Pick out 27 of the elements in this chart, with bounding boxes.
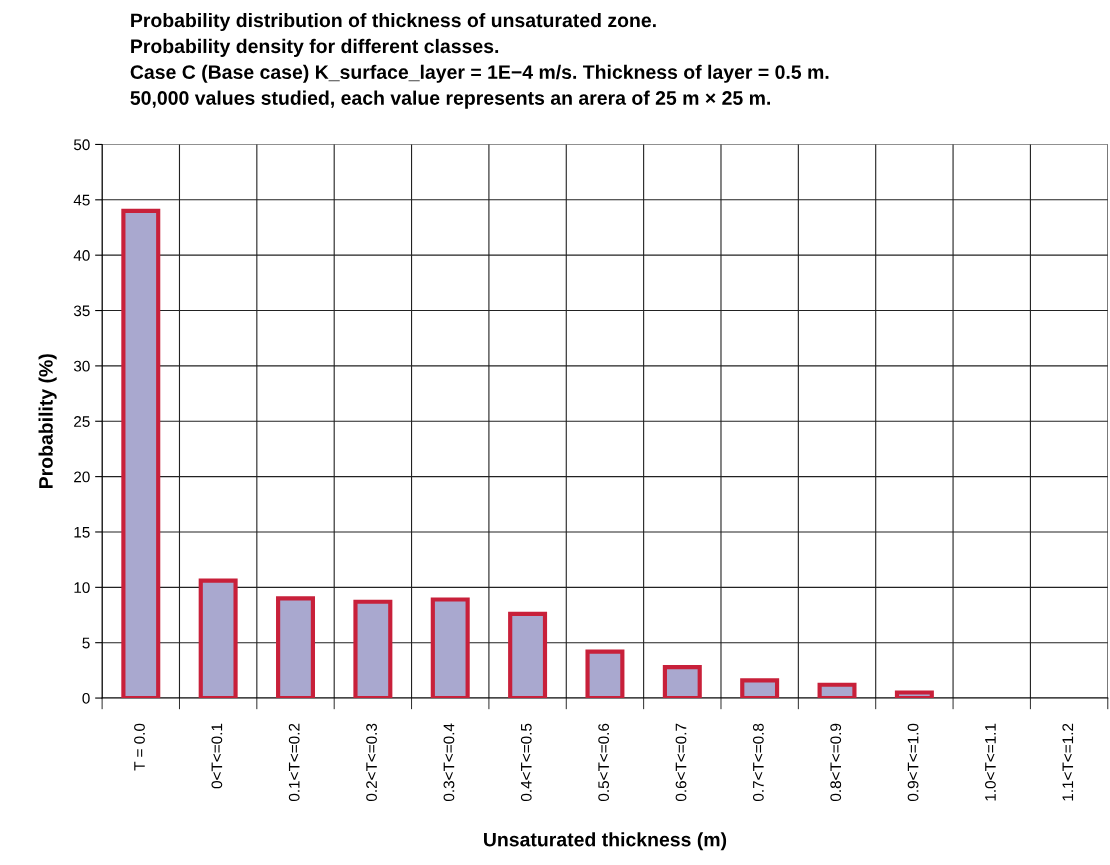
x-tick-label: 0.6<T<=0.7 xyxy=(675,723,687,802)
y-tick-label: 5 xyxy=(82,637,90,649)
x-tick-label: 0.8<T<=0.9 xyxy=(830,723,842,802)
x-axis-title: Unsaturated thickness (m) xyxy=(484,832,727,851)
x-tick-label: 0.9<T<=1.0 xyxy=(907,723,919,802)
y-tick-label: 45 xyxy=(73,194,90,206)
x-tick-label: 1.0<T<=1.1 xyxy=(985,723,996,801)
x-tick-label: 0.1<T<=0.2 xyxy=(288,723,300,802)
x-tick-label: 0.2<T<=0.3 xyxy=(366,723,377,802)
y-tick-label: 35 xyxy=(73,305,90,317)
x-tick-label: 0.3<T<=0.4 xyxy=(443,723,455,802)
x-tick-label: 0.4<T<=0.5 xyxy=(520,723,532,802)
y-tick-label: 10 xyxy=(74,582,90,594)
y-tick-label: 30 xyxy=(73,360,90,372)
y-axis-title: Probability (%) xyxy=(38,354,57,489)
x-tick-label: 0.5<T<=0.6 xyxy=(598,723,610,802)
y-tick-label: 40 xyxy=(73,250,90,261)
y-tick-label: 25 xyxy=(74,416,90,427)
y-tick-label: 0 xyxy=(82,692,90,704)
y-tick-label: 15 xyxy=(74,527,90,538)
x-tick-label: T = 0.0 xyxy=(134,723,145,771)
x-tick-label: 1.1<T<=1.2 xyxy=(1062,723,1074,801)
y-tick-label: 20 xyxy=(74,471,90,483)
y-tick-label: 50 xyxy=(73,139,90,151)
chart-title: Probability distribution of thickness of unsaturated zone. Probability density for different classes. Case C (Base case) K_surface_layer = 1E−4 m/s. Thickness of layer = 0.5 m. 50,000 values studied, each value represents an arera of 25 m × 25 m. xyxy=(130,12,829,109)
x-tick-label: 0<T<=0.1 xyxy=(211,723,223,789)
x-tick-label: 0.7<T<=0.8 xyxy=(752,723,764,802)
